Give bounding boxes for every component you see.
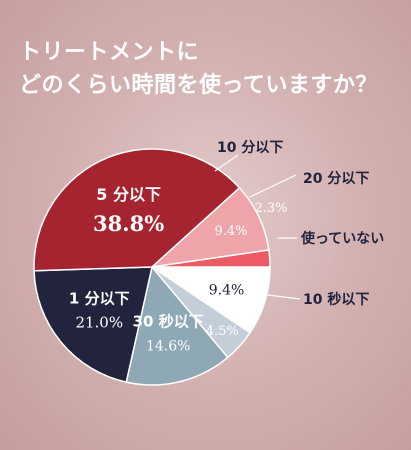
pie-labels: 使っていない 9.4% 10 秒以下 4.5%30 秒以下 14.6% 1 分以下 21.0… <box>69 140 384 354</box>
chart-title: トリートメントに どのくらい時間を使っていますか？ <box>19 36 378 102</box>
slice-label: 10 秒以下 <box>303 291 369 308</box>
slice-label: 30 秒以下 <box>133 312 204 330</box>
leader-line <box>267 294 301 300</box>
leader-line <box>249 174 297 198</box>
slice-percent: 9.4% <box>209 283 245 299</box>
pie-slices <box>33 148 271 386</box>
chart-title-line1: トリートメントに <box>19 40 200 65</box>
slice-percent: 2.3% <box>254 201 287 216</box>
slice-percent: 14.6% <box>146 338 190 354</box>
pie-slice <box>151 249 271 268</box>
slice-label: 5 分以下 <box>96 185 161 204</box>
slice-label: 20 分以下 <box>303 171 369 187</box>
slice-percent: 21.0% <box>75 314 123 332</box>
leader-line <box>214 154 239 172</box>
slice-percent: 4.5% <box>206 324 239 339</box>
pie-slice <box>33 148 241 272</box>
slice-percent: 38.8% <box>93 211 164 236</box>
slice-percent: 9.4% <box>214 224 247 239</box>
slice-label: 10 分以下 <box>217 140 283 156</box>
slice-label: 使っていない <box>300 230 384 247</box>
pie-slice <box>125 266 229 386</box>
leader-lines <box>214 154 301 300</box>
slice-label: 1 分以下 <box>69 290 130 308</box>
chart-title-line2: どのくらい時間を使っていますか？ <box>19 73 378 98</box>
pie-slice <box>33 266 153 383</box>
